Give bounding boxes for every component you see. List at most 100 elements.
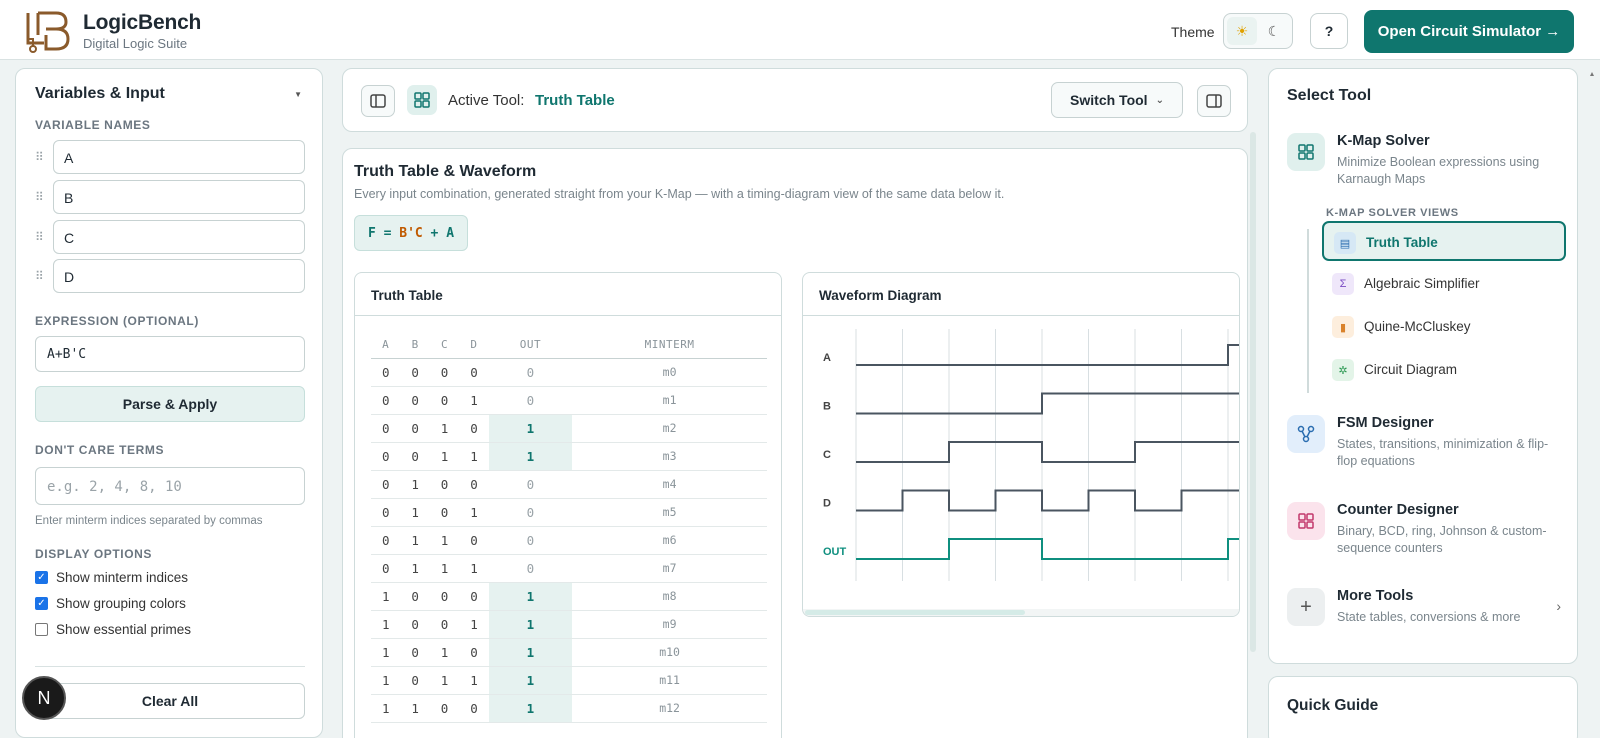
checkbox-checked[interactable]: ✓	[35, 571, 48, 584]
sun-icon[interactable]: ☀	[1227, 17, 1257, 45]
drag-handle-icon[interactable]: ⠿	[35, 230, 44, 244]
signal-label: D	[823, 498, 831, 510]
checkbox-checked[interactable]: ✓	[35, 597, 48, 610]
minterm-cell: m2	[572, 414, 767, 443]
variable-input-d[interactable]: D	[53, 259, 305, 293]
table-row[interactable]: 1 0 0 1 1 m9	[371, 610, 767, 639]
signal-trace-c	[856, 441, 1239, 463]
drag-handle-icon[interactable]: ⠿	[35, 269, 44, 283]
input-cell: 1	[459, 498, 489, 527]
theme-label: Theme	[1171, 24, 1215, 40]
variables-input-panel: Variables & Input ▼ VARIABLE NAMES ⠿ A ⠿…	[15, 68, 323, 738]
tool-kmap-solver[interactable]: K-Map Solver Minimize Boolean expression…	[1287, 133, 1567, 193]
tool-more-tools[interactable]: + More Tools State tables, conversions &…	[1287, 588, 1567, 628]
brand-subtitle: Digital Logic Suite	[83, 36, 188, 51]
output-cell: 0	[488, 470, 573, 499]
dont-care-input[interactable]: e.g. 2, 4, 8, 10	[35, 467, 305, 505]
view-quine-mccluskey[interactable]: ▮ Quine-McCluskey	[1322, 307, 1566, 347]
section-subtitle: Every input combination, generated strai…	[354, 187, 1005, 201]
variable-row: ⠿ B	[35, 180, 305, 214]
input-cell: 0	[459, 638, 489, 667]
table-row[interactable]: 0 0 0 1 0 m1	[371, 386, 767, 415]
table-row[interactable]: 0 0 0 0 0 m0	[371, 358, 767, 387]
minterm-cell: m10	[572, 638, 767, 667]
table-row[interactable]: 0 1 0 1 0 m5	[371, 498, 767, 527]
column-header: OUT	[488, 332, 573, 359]
variable-input-c[interactable]: C	[53, 220, 305, 254]
help-button[interactable]: ?	[1310, 13, 1348, 49]
tool-fsm-designer[interactable]: FSM Designer States, transitions, minimi…	[1287, 415, 1567, 471]
output-cell: 1	[488, 582, 573, 611]
moon-icon[interactable]: ☾	[1267, 22, 1281, 39]
switch-tool-button[interactable]: Switch Tool ⌄	[1051, 82, 1183, 118]
input-cell: 1	[459, 442, 489, 471]
theme-toggle[interactable]: ☀ ☾	[1223, 13, 1293, 49]
grid-icon	[1287, 133, 1325, 171]
minterm-cell: m4	[572, 470, 767, 499]
parse-apply-button[interactable]: Parse & Apply	[35, 386, 305, 422]
active-tool-label: Active Tool:	[448, 92, 525, 109]
collapse-caret-icon[interactable]: ▼	[294, 90, 302, 99]
checkbox-unchecked[interactable]	[35, 623, 48, 636]
table-row[interactable]: 1 0 1 0 1 m10	[371, 638, 767, 667]
input-cell: 1	[400, 554, 430, 583]
input-cell: 1	[459, 554, 489, 583]
minterm-cell: m7	[572, 554, 767, 583]
open-circuit-simulator-button[interactable]: Open Circuit Simulator →	[1364, 10, 1574, 53]
minterm-cell: m3	[572, 442, 767, 471]
clear-all-button[interactable]: Clear All	[35, 683, 305, 719]
top-bar: LogicBench Digital Logic Suite Theme ☀ ☾…	[0, 0, 1600, 60]
dont-care-hint: Enter minterm indices separated by comma…	[35, 515, 263, 527]
table-row[interactable]: 0 1 1 1 0 m7	[371, 554, 767, 583]
signal-trace-out	[856, 538, 1239, 560]
toggle-left-sidebar-button[interactable]	[361, 85, 395, 117]
tool-counter-designer[interactable]: Counter Designer Binary, BCD, ring, John…	[1287, 502, 1567, 558]
view-circuit-diagram[interactable]: ✲ Circuit Diagram	[1322, 350, 1566, 390]
input-cell: 1	[429, 442, 460, 471]
logicbench-logo-icon[interactable]	[24, 9, 70, 53]
table-row[interactable]: 1 1 0 0 1 m12	[371, 694, 767, 723]
view-algebraic-simplifier[interactable]: Σ Algebraic Simplifier	[1322, 264, 1566, 304]
output-cell: 0	[488, 554, 573, 583]
expression-input[interactable]: A+B'C	[35, 336, 305, 372]
table-row[interactable]: 0 1 0 0 0 m4	[371, 470, 767, 499]
expression-label: EXPRESSION (OPTIONAL)	[35, 314, 199, 328]
horizontal-scrollbar[interactable]	[803, 609, 1239, 616]
option-show-minterm-indices[interactable]: ✓ Show minterm indices	[35, 570, 188, 585]
panel-title: Quick Guide	[1287, 697, 1379, 714]
input-cell: 0	[400, 386, 430, 415]
scrollbar-thumb[interactable]	[805, 610, 1025, 615]
variable-input-b[interactable]: B	[53, 180, 305, 214]
column-header: C	[429, 332, 460, 359]
input-cell: 1	[429, 554, 460, 583]
chevron-down-icon: ⌄	[1155, 94, 1164, 106]
drag-handle-icon[interactable]: ⠿	[35, 190, 44, 204]
view-truth-table[interactable]: ▤ Truth Table	[1322, 221, 1566, 261]
option-show-grouping-colors[interactable]: ✓ Show grouping colors	[35, 596, 186, 611]
input-cell: 1	[459, 386, 489, 415]
dont-care-label: DON'T CARE TERMS	[35, 443, 165, 457]
variable-input-a[interactable]: A	[53, 140, 305, 174]
input-cell: 1	[429, 638, 460, 667]
main-scrollbar[interactable]	[1250, 132, 1256, 652]
counter-icon	[1287, 502, 1325, 540]
waveform-card: Waveform Diagram A B C D OUT	[802, 272, 1240, 617]
signal-label: A	[823, 352, 831, 364]
toggle-right-sidebar-button[interactable]	[1197, 85, 1231, 117]
table-row[interactable]: 0 0 1 0 1 m2	[371, 414, 767, 443]
formula-badge: F = B'C + A	[354, 215, 468, 251]
next-dev-badge[interactable]: N	[22, 676, 66, 720]
output-cell: 0	[488, 358, 573, 387]
page-scrollbar[interactable]	[1589, 68, 1595, 668]
input-cell: 0	[459, 526, 489, 555]
chip-icon: ✲	[1332, 359, 1354, 381]
drag-handle-icon[interactable]: ⠿	[35, 150, 44, 164]
variable-row: ⠿ D	[35, 259, 305, 293]
table-row[interactable]: 0 1 1 0 0 m6	[371, 526, 767, 555]
table-row[interactable]: 1 0 1 1 1 m11	[371, 666, 767, 695]
input-cell: 1	[371, 666, 401, 695]
input-cell: 1	[459, 610, 489, 639]
option-show-essential-primes[interactable]: Show essential primes	[35, 622, 191, 637]
table-row[interactable]: 1 0 0 0 1 m8	[371, 582, 767, 611]
table-row[interactable]: 0 0 1 1 1 m3	[371, 442, 767, 471]
